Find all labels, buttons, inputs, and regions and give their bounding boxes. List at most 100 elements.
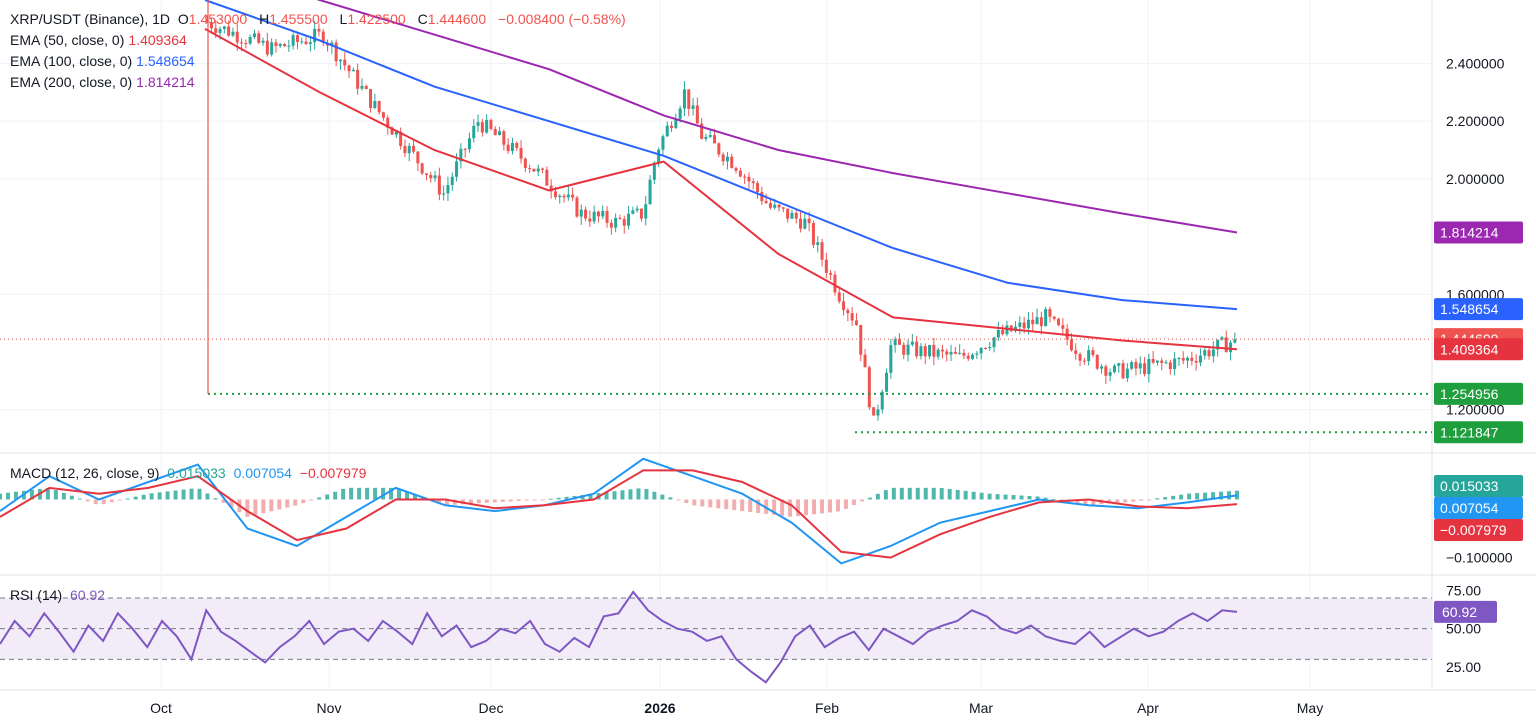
macd-histogram-bar [1035, 496, 1040, 500]
macd-histogram-bar [1187, 493, 1192, 500]
candle-body [627, 213, 631, 226]
candle-body [1216, 339, 1220, 350]
candle-body [635, 208, 639, 211]
macd-histogram-bar [149, 493, 154, 500]
candle-body [846, 310, 850, 314]
macd-histogram-bar [1019, 495, 1024, 500]
candle-body [979, 347, 983, 354]
macd-histogram-bar [963, 490, 968, 500]
macd-badge [1434, 497, 1523, 519]
candle-body [257, 33, 261, 43]
macd-histogram-bar [325, 494, 330, 500]
macd-histogram-bar [915, 487, 920, 500]
macd-histogram-bar [1075, 499, 1080, 504]
candle-body [971, 354, 975, 359]
macd-signal-value: −0.007979 [299, 465, 367, 481]
candle-body [859, 324, 863, 355]
candle-body [953, 352, 957, 354]
macd-histogram-bar [1083, 499, 1088, 505]
candle-body [760, 192, 764, 202]
macd-histogram-bar [827, 499, 832, 513]
ema50-legend: EMA (50, close, 0) 1.409364 [10, 30, 630, 51]
candle-body [283, 44, 287, 47]
price-badge [1434, 298, 1523, 321]
candle-body [317, 28, 321, 32]
ema200-legend: EMA (200, close, 0) 1.814214 [10, 72, 630, 93]
candle-body [661, 136, 665, 150]
macd-histogram-bar [77, 498, 82, 500]
candle-body [764, 201, 768, 204]
y-tick-label: 2.400000 [1446, 55, 1505, 71]
candle-body [1164, 362, 1168, 364]
macd-histogram-bar [476, 499, 481, 504]
macd-histogram-bar [1051, 499, 1056, 501]
macd-histogram-bar [301, 499, 306, 504]
candle-body [553, 191, 557, 198]
ema200-value: 1.814214 [136, 74, 195, 90]
macd-histogram-bar [492, 499, 497, 503]
x-tick-label: Mar [969, 700, 993, 716]
macd-badge-label: 0.007054 [1440, 500, 1499, 516]
candle-body [803, 218, 807, 229]
price-badge [1434, 382, 1523, 405]
macd-histogram-bar [1139, 499, 1144, 501]
macd-histogram-bar [141, 494, 146, 500]
candle-body [949, 352, 953, 355]
macd-histogram-bar [548, 498, 553, 500]
candle-body [1186, 357, 1190, 361]
candle-body [403, 145, 407, 154]
candle-body [1104, 366, 1108, 376]
candle-body [906, 344, 910, 355]
ohlc-o-label: O [177, 11, 189, 27]
ohlc-l-label: L [339, 11, 348, 27]
macd-histogram-bar [261, 499, 266, 514]
candle-body [244, 42, 248, 44]
price-badge-label: 1.254956 [1440, 386, 1499, 402]
x-tick-label: Oct [150, 700, 172, 716]
macd-histogram-bar [1091, 499, 1096, 505]
price-badge-label: 1.121847 [1440, 424, 1499, 440]
candle-body [601, 210, 605, 217]
rsi-value: 60.92 [70, 587, 106, 603]
macd-histogram-bar [157, 492, 162, 500]
ema200-label: EMA (200, close, 0) [10, 74, 133, 90]
macd-histogram-bar [644, 488, 649, 500]
candle-body [377, 101, 381, 113]
macd-histogram-bar [365, 487, 370, 500]
candle-body [248, 37, 252, 44]
candle-body [670, 125, 674, 129]
price-badge [1434, 421, 1523, 444]
candle-body [799, 218, 803, 229]
macd-y-tick-label: −0.100000 [1446, 550, 1513, 566]
macd-label: MACD (12, 26, close, 9) [10, 465, 160, 481]
candle-body [902, 344, 906, 355]
candle-body [510, 142, 514, 152]
candle-body [1082, 360, 1086, 362]
y-tick-label: 2.000000 [1446, 171, 1505, 187]
candle-body [1134, 362, 1138, 369]
candle-body [691, 105, 695, 109]
macd-histogram-bar [1179, 494, 1184, 500]
price-badge [1434, 221, 1523, 244]
candle-body [889, 345, 893, 373]
macd-histogram-bar [540, 499, 545, 501]
candle-body [1035, 317, 1039, 325]
macd-histogram-bar [1195, 493, 1200, 500]
candle-body [678, 108, 682, 119]
ema100-line [204, 0, 1238, 311]
macd-histogram-bar [221, 499, 226, 503]
candle-body [235, 31, 239, 43]
candle-body [1198, 355, 1202, 363]
macd-histogram-bar [1235, 490, 1239, 500]
candle-body [816, 242, 820, 245]
candle-body [863, 354, 867, 368]
macd-histogram-bar [740, 499, 745, 512]
macd-histogram-bar [1059, 499, 1064, 501]
candle-body [725, 156, 729, 162]
ohlc-c-label: C [417, 11, 428, 27]
candle-body [652, 162, 656, 180]
macd-histogram-bar [891, 487, 896, 500]
candle-body [566, 194, 570, 198]
candle-body [1061, 325, 1065, 329]
